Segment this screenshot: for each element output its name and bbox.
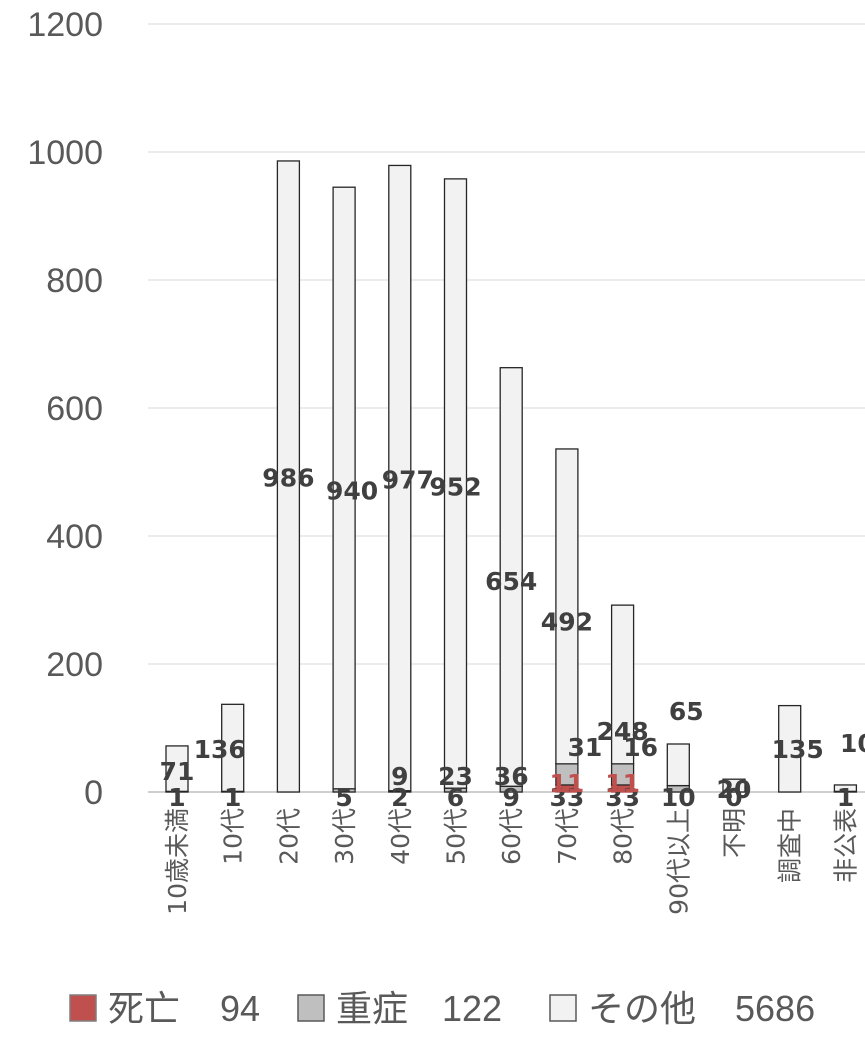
data-label-extra: 31 — [568, 733, 603, 762]
bar-その他-10 — [722, 778, 746, 793]
x-tick-label: 40代 — [386, 808, 415, 865]
data-label-serious: 9 — [502, 783, 519, 812]
data-label-other: 940 — [326, 477, 378, 506]
x-tick-label: 10代 — [219, 808, 248, 865]
data-label-extra: 23 — [438, 762, 473, 791]
data-label-serious: 5 — [335, 783, 352, 812]
data-label-other: 20 — [717, 775, 752, 804]
data-label-other: 136 — [194, 735, 246, 764]
data-label-serious: 1 — [168, 783, 185, 812]
data-label-other: 654 — [485, 567, 537, 596]
x-tick-text: 非公表 — [831, 808, 860, 883]
bar-その他-4 — [388, 164, 412, 792]
x-tick-text: 80代 — [609, 808, 638, 865]
data-label-other: 248 — [597, 717, 649, 746]
x-tick-text: 70代 — [553, 808, 582, 865]
data-label-death: 11 — [605, 769, 640, 798]
x-tick-label: 90代以上 — [664, 808, 693, 915]
y-tick-label: 0 — [84, 774, 103, 812]
bars — [165, 160, 858, 793]
legend-total-death: 94 — [220, 988, 260, 1029]
data-labels: 7113698694097795265449224865201351011529… — [160, 463, 865, 812]
x-tick-text: 60代 — [497, 808, 526, 865]
data-label-extra: 36 — [494, 762, 529, 791]
data-label-extra: 9 — [391, 762, 408, 791]
x-tick-label: 60代 — [497, 808, 526, 865]
bar-その他-11 — [778, 704, 802, 793]
data-label-other: 492 — [541, 607, 593, 636]
x-tick-text: 90代以上 — [664, 808, 693, 915]
legend-label-serious: 重症 — [336, 989, 408, 1030]
legend-swatch-death — [69, 994, 97, 1022]
data-label-serious: 33 — [605, 783, 640, 812]
data-label-other: 952 — [429, 472, 481, 501]
x-tick-text: 30代 — [330, 808, 359, 865]
legend-label-other: その他 — [588, 989, 696, 1030]
data-label-serious: 1 — [224, 783, 241, 812]
data-label-other: 135 — [772, 735, 824, 764]
y-tick-label: 800 — [46, 262, 103, 300]
y-axis: 0 200 400 600 800 1000 1200 — [27, 6, 103, 812]
x-tick-label: 80代 — [609, 808, 638, 865]
legend-total-serious: 122 — [442, 988, 502, 1029]
data-label-other: 71 — [160, 757, 195, 786]
x-tick-label: 調査中 — [776, 808, 805, 883]
x-axis: 10歳未満 10代 20代 30代 40代 50代 60代 70代 80代 90代以上 不明 調査中非… — [163, 808, 860, 915]
bar-その他-5 — [443, 178, 468, 789]
legend-swatch-other — [549, 994, 577, 1022]
x-tick-label: 50代 — [442, 808, 471, 865]
x-tick-text: 50代 — [442, 808, 471, 865]
bar-その他-1 — [221, 703, 245, 793]
x-tick-text: 10代 — [219, 808, 248, 865]
data-label-death: 11 — [550, 769, 585, 798]
x-tick-text: 不明 — [720, 808, 749, 858]
x-tick-label: 不明 — [720, 808, 749, 858]
data-label-serious: 10 — [661, 783, 696, 812]
data-label-extra: 16 — [623, 733, 658, 762]
data-label-serious: 6 — [447, 783, 464, 812]
data-label-serious: 33 — [550, 783, 585, 812]
legend-swatch-serious — [297, 994, 325, 1022]
data-label-serious: 0 — [725, 783, 742, 812]
bar-その他-2 — [276, 160, 301, 793]
x-tick-text: 10歳未満 — [163, 808, 192, 915]
x-tick-label: 10歳未満 — [163, 808, 192, 915]
y-tick-label: 400 — [46, 518, 103, 556]
x-tick-text: 40代 — [386, 808, 415, 865]
bar-その他-6 — [499, 367, 523, 787]
legend-label-death: 死亡 — [108, 989, 180, 1030]
x-tick-label: 30代 — [330, 808, 359, 865]
data-label-other: 986 — [262, 463, 314, 492]
data-label-serious: 1 — [837, 783, 854, 812]
y-tick-label: 1200 — [27, 6, 103, 44]
y-tick-label: 600 — [46, 390, 103, 428]
x-tick-text: 20代 — [274, 808, 303, 865]
bar-その他-0 — [165, 745, 189, 793]
bar-その他-12 — [833, 784, 858, 793]
bar-その他-3 — [332, 186, 356, 790]
legend: 死亡 94 重症 122 その他 5686 — [69, 988, 815, 1030]
x-tick-text: 調査中 — [776, 808, 805, 883]
y-tick-label: 1000 — [27, 134, 103, 172]
y-tick-label: 200 — [46, 646, 103, 684]
bar-その他-7 — [555, 448, 579, 765]
data-label-serious: 2 — [391, 783, 408, 812]
data-label-other: 977 — [382, 466, 434, 495]
data-label-other: 10 — [840, 729, 865, 758]
bar-その他-8 — [610, 604, 635, 765]
x-tick-label: 20代 — [274, 808, 303, 865]
data-label-other: 65 — [669, 697, 704, 726]
bar-その他-9 — [666, 743, 690, 787]
x-tick-label: 70代 — [553, 808, 582, 865]
x-tick-label: 非公表 — [831, 808, 860, 883]
legend-total-other: 5686 — [735, 988, 815, 1029]
